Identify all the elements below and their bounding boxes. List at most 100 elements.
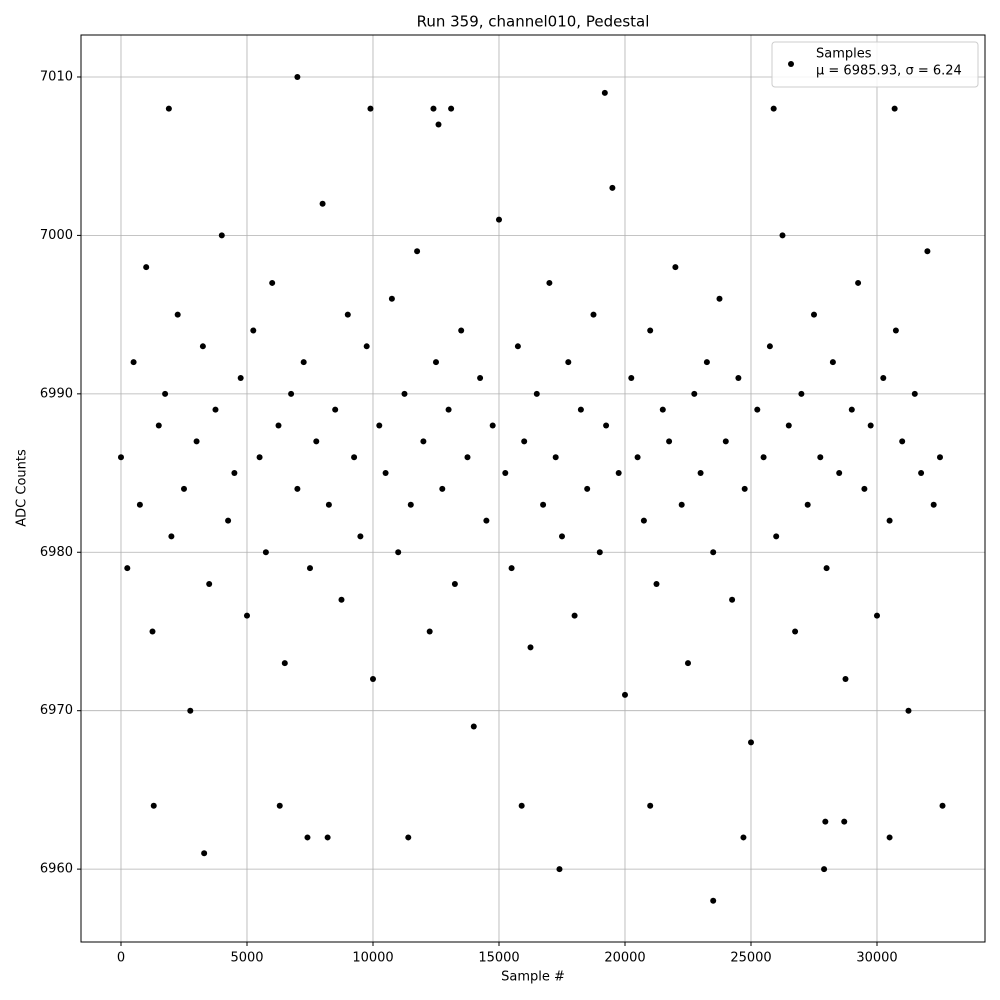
point <box>256 454 263 461</box>
point <box>262 549 269 556</box>
point <box>187 707 194 714</box>
point <box>269 279 276 286</box>
x-tick-label: 5000 <box>230 951 263 966</box>
point <box>640 517 647 524</box>
point <box>590 311 597 318</box>
point <box>313 438 320 445</box>
x-tick-label: 20000 <box>604 951 645 966</box>
point <box>306 565 313 572</box>
point <box>150 802 157 809</box>
chart-title: Run 359, channel010, Pedestal <box>417 13 650 31</box>
point <box>779 232 786 239</box>
point <box>508 565 515 572</box>
point <box>540 501 547 508</box>
point <box>621 691 628 698</box>
point <box>754 406 761 413</box>
point <box>822 818 829 825</box>
point <box>470 723 477 730</box>
point <box>376 422 383 429</box>
point <box>294 73 301 80</box>
point <box>201 850 208 857</box>
legend-note: μ = 6985.93, σ = 6.24 <box>816 64 962 79</box>
point <box>502 470 509 477</box>
point <box>243 612 250 619</box>
point <box>432 359 439 366</box>
point <box>281 660 288 667</box>
point <box>628 374 635 381</box>
point <box>514 343 521 350</box>
point <box>829 359 836 366</box>
point <box>556 866 563 873</box>
y-tick-label: 6960 <box>40 862 73 877</box>
point <box>810 311 817 318</box>
y-tick-label: 7010 <box>40 69 73 84</box>
point <box>477 374 484 381</box>
x-axis-label: Sample # <box>501 970 565 985</box>
point <box>414 248 421 255</box>
point <box>691 390 698 397</box>
point <box>363 343 370 350</box>
point <box>848 406 855 413</box>
point <box>842 676 849 683</box>
point <box>603 422 610 429</box>
y-tick-label: 6970 <box>40 703 73 718</box>
point <box>653 580 660 587</box>
point <box>792 628 799 635</box>
point <box>892 327 899 334</box>
point <box>741 485 748 492</box>
point <box>304 834 311 841</box>
y-tick-label: 7000 <box>40 228 73 243</box>
x-tick-label: 25000 <box>730 951 771 966</box>
point <box>716 295 723 302</box>
point <box>162 390 169 397</box>
point <box>558 533 565 540</box>
point <box>584 485 591 492</box>
point <box>276 802 283 809</box>
point <box>464 454 471 461</box>
point <box>300 359 307 366</box>
point <box>382 470 389 477</box>
point <box>448 105 455 112</box>
point <box>199 343 206 350</box>
point <box>899 438 906 445</box>
plot-frame <box>80 34 986 943</box>
point <box>571 612 578 619</box>
point <box>886 834 893 841</box>
point <box>773 533 780 540</box>
point <box>740 834 747 841</box>
point <box>823 565 830 572</box>
point <box>149 628 156 635</box>
point <box>324 834 331 841</box>
point <box>168 533 175 540</box>
point <box>401 390 408 397</box>
legend-box <box>771 41 979 88</box>
point <box>804 501 811 508</box>
point <box>867 422 874 429</box>
point <box>237 374 244 381</box>
point <box>747 739 754 746</box>
point <box>841 818 848 825</box>
point <box>388 295 395 302</box>
point <box>697 470 704 477</box>
point <box>861 485 868 492</box>
point <box>395 549 402 556</box>
point <box>357 533 364 540</box>
point <box>405 834 412 841</box>
point <box>231 470 238 477</box>
x-tick-label: 0 <box>117 951 125 966</box>
point <box>319 200 326 207</box>
point <box>426 628 433 635</box>
points <box>117 73 946 904</box>
point <box>445 406 452 413</box>
point <box>930 501 937 508</box>
point <box>886 517 893 524</box>
point <box>659 406 666 413</box>
point <box>288 390 295 397</box>
point <box>439 485 446 492</box>
legend-label: Samples <box>816 47 872 62</box>
point <box>880 374 887 381</box>
point <box>729 596 736 603</box>
point <box>495 216 502 223</box>
point <box>873 612 880 619</box>
